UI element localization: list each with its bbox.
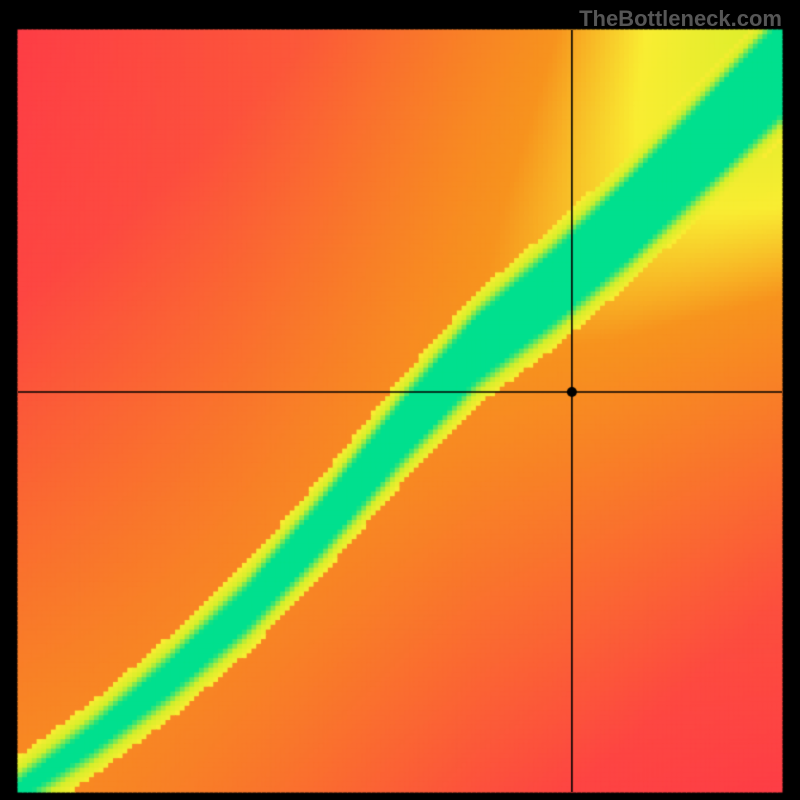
watermark-text: TheBottleneck.com [579,6,782,32]
bottleneck-heatmap [0,0,800,800]
stage: TheBottleneck.com [0,0,800,800]
